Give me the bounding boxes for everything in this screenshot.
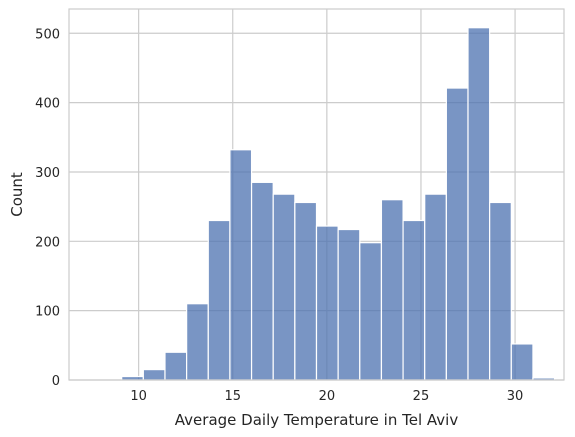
x-tick-label: 15	[224, 389, 241, 404]
x-tick-label: 20	[319, 389, 336, 404]
histogram-bar	[467, 27, 491, 381]
plot-frame	[68, 8, 565, 381]
histogram-bar	[186, 303, 209, 381]
histogram-bar	[315, 225, 339, 381]
bars-layer	[121, 27, 556, 381]
x-axis-label: Average Daily Temperature in Tel Aviv	[175, 411, 459, 429]
y-tick-label: 400	[35, 97, 60, 112]
histogram-bar	[402, 219, 426, 381]
histogram-bar	[164, 351, 188, 381]
histogram-bar	[380, 199, 404, 381]
histogram-bar	[207, 219, 231, 381]
histogram-bar	[359, 242, 383, 381]
y-axis-label: Count	[8, 172, 26, 217]
y-tick-label: 300	[35, 166, 60, 181]
x-tick-labels: 10 15 20 25 30	[130, 389, 523, 404]
y-tick-label: 0	[52, 374, 60, 389]
y-tick-label: 500	[35, 27, 60, 42]
y-tick-labels: 0 100 200 300 400 500	[35, 27, 60, 389]
x-tick-label: 10	[130, 389, 147, 404]
histogram-bar	[445, 87, 469, 381]
histogram-bar	[337, 228, 361, 381]
histogram-bar	[510, 343, 534, 381]
x-tick-label: 30	[507, 389, 524, 404]
histogram-bar	[489, 201, 512, 381]
histogram-bar	[424, 193, 447, 381]
histogram-bar	[229, 149, 253, 381]
y-tick-label: 100	[35, 305, 60, 320]
y-tick-label: 200	[35, 235, 60, 250]
histogram-bar	[294, 201, 318, 381]
histogram-bar	[272, 193, 296, 381]
x-tick-label: 25	[413, 389, 430, 404]
histogram-bar	[142, 368, 166, 381]
histogram-bar	[250, 181, 274, 381]
